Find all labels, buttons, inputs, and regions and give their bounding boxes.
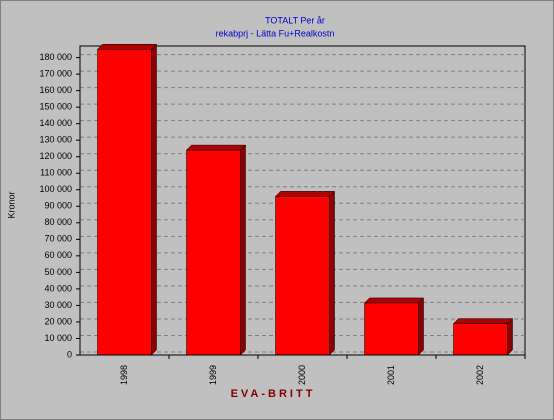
y-tick-label: 90 000: [44, 201, 72, 211]
y-axis-title: Kronor: [6, 191, 16, 218]
bar-top: [363, 297, 425, 304]
y-tick-label: 70 000: [44, 234, 72, 244]
y-tick-label: 100 000: [39, 184, 72, 194]
y-tick-label: 0: [67, 349, 72, 359]
bar: [275, 196, 330, 356]
bar-side: [507, 318, 513, 356]
bar-side: [151, 43, 157, 356]
y-tick-label: 120 000: [39, 151, 72, 161]
y-tick-label: 10 000: [44, 333, 72, 343]
bar-side: [240, 144, 246, 356]
x-tick-label: 2000: [297, 365, 307, 385]
bar-top: [452, 318, 514, 324]
y-tick-label: 140 000: [39, 118, 72, 128]
y-tick-label: 50 000: [44, 267, 72, 277]
y-tick-label: 40 000: [44, 283, 72, 293]
bar-side: [329, 190, 335, 356]
y-tick-label: 180 000: [39, 52, 72, 62]
bar-top: [96, 44, 158, 50]
y-tick-label: 30 000: [44, 300, 72, 310]
y-tick-label: 110 000: [40, 168, 72, 178]
bar: [364, 302, 419, 356]
y-tick-label: 150 000: [39, 102, 72, 112]
bar: [453, 323, 508, 356]
y-tick-label: 160 000: [39, 85, 72, 95]
x-tick-label: 2001: [386, 365, 396, 385]
x-tick-label: 1998: [119, 365, 129, 385]
y-tick-label: 80 000: [44, 217, 72, 227]
bar: [186, 149, 241, 356]
y-tick-label: 20 000: [44, 316, 72, 326]
bar-top: [185, 144, 247, 151]
x-tick-label: 1999: [208, 365, 218, 385]
x-axis-title: EVA-BRITT: [231, 388, 316, 400]
y-tick-label: 60 000: [44, 250, 72, 260]
bar-side: [418, 297, 424, 356]
chart-title: TOTALT Per år: [265, 15, 325, 25]
bar: [97, 49, 152, 356]
y-tick-label: 130 000: [39, 135, 72, 145]
x-tick-label: 2002: [475, 365, 485, 385]
bar-top: [274, 191, 336, 197]
y-tick-label: 170 000: [39, 68, 72, 78]
chart-subtitle: rekabprj - Lätta Fu+Realkostn: [216, 28, 335, 38]
